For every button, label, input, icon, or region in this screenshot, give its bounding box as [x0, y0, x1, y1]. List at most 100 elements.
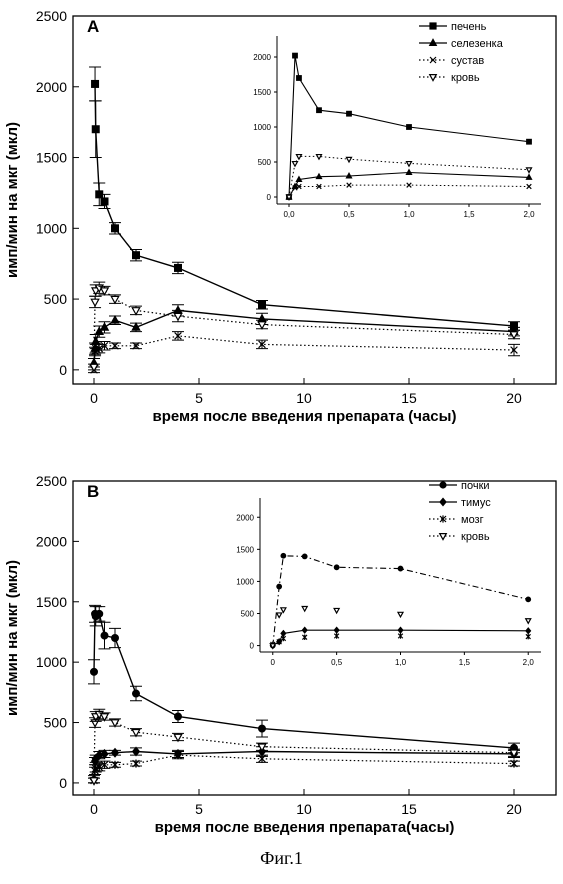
inset-data-point	[406, 162, 411, 167]
data-point	[92, 81, 99, 88]
inset-x-tick-label: 0,5	[331, 658, 343, 667]
legend-label: кровь	[451, 72, 480, 84]
series-line	[94, 614, 514, 748]
data-point	[175, 265, 182, 272]
data-point	[101, 714, 108, 721]
y-tick-label: 500	[44, 291, 68, 307]
data-point	[92, 337, 99, 344]
inset-y-tick-label: 0	[250, 642, 255, 651]
inset-x-tick-label: 1,5	[459, 658, 471, 667]
panel-label: A	[87, 17, 99, 36]
inset-y-tick-label: 2000	[236, 513, 254, 522]
inset-y-tick-label: 1500	[236, 545, 254, 554]
plot-frame	[73, 16, 556, 384]
x-tick-label: 0	[90, 801, 98, 817]
legend: почкитимусмозгкровь	[429, 480, 491, 543]
legend-label: кровь	[461, 531, 490, 543]
series	[88, 332, 520, 374]
inset-data-point	[334, 608, 339, 613]
legend: печеньселезенкасуставкровь	[419, 21, 504, 84]
inset-data-point	[281, 608, 286, 613]
inset-data-point	[277, 584, 282, 589]
data-point	[96, 610, 103, 617]
x-tick-label: 20	[506, 801, 522, 817]
legend-marker	[430, 23, 436, 29]
legend-marker	[440, 482, 446, 488]
data-point	[111, 296, 118, 303]
inset-data-point	[347, 111, 352, 116]
x-tick-label: 15	[401, 390, 417, 406]
series-line	[94, 310, 514, 362]
inset-series-line	[289, 185, 529, 197]
y-tick-label: 1000	[36, 654, 67, 670]
legend-marker	[430, 75, 437, 81]
inset-data-point	[526, 597, 531, 602]
inset-x-tick-label: 0,0	[283, 210, 295, 219]
y-tick-label: 0	[59, 362, 67, 378]
inset-chart: 050010001500200000,51,01,52,0	[236, 498, 541, 667]
inset-y-tick-label: 1000	[236, 577, 254, 586]
data-point	[91, 299, 98, 306]
legend-label: тимус	[461, 497, 491, 509]
inset-x-tick-label: 0,5	[343, 210, 355, 219]
series	[88, 747, 520, 784]
inset-x-tick-label: 1,0	[403, 210, 415, 219]
data-point	[101, 323, 108, 330]
series	[88, 709, 520, 784]
inset-y-tick-label: 1000	[253, 123, 271, 132]
data-point	[133, 760, 140, 768]
inset-data-point	[296, 177, 301, 182]
inset-x-tick-label: 1,5	[463, 210, 475, 219]
inset-data-point	[398, 633, 403, 639]
inset-y-tick-label: 500	[241, 610, 255, 619]
inset-data-point	[527, 139, 532, 144]
inset-data-point	[316, 174, 321, 179]
inset-data-point	[296, 155, 301, 160]
data-point	[132, 308, 139, 315]
x-tick-label: 15	[401, 801, 417, 817]
inset-data-point	[407, 183, 412, 188]
x-tick-label: 5	[195, 390, 203, 406]
data-point	[259, 725, 266, 732]
series-line	[94, 288, 514, 367]
y-tick-label: 2500	[36, 473, 67, 489]
series	[88, 751, 520, 785]
series-line	[95, 84, 514, 326]
inset-chart: 05001000150020000,00,51,01,52,0	[253, 36, 541, 219]
series-line	[94, 336, 514, 370]
inset-data-point	[281, 636, 286, 642]
inset-data-point	[281, 553, 286, 558]
inset-data-point	[302, 634, 307, 640]
inset-data-point	[398, 612, 403, 617]
inset-data-point	[526, 175, 531, 180]
x-tick-label: 20	[506, 390, 522, 406]
inset-y-tick-label: 1500	[253, 88, 271, 97]
data-point	[259, 301, 266, 308]
y-tick-label: 2500	[36, 8, 67, 24]
inset-data-point	[293, 53, 298, 58]
y-axis-label: имп/мин на мкг (мкл)	[4, 560, 21, 716]
series-line	[94, 714, 514, 780]
x-tick-label: 0	[90, 390, 98, 406]
legend-label: печень	[451, 21, 487, 33]
series	[89, 67, 520, 330]
figure-caption: Фиг.1	[0, 848, 563, 869]
series	[88, 305, 520, 367]
inset-data-point	[398, 566, 403, 571]
inset-data-point	[334, 627, 339, 633]
inset-data-point	[407, 125, 412, 130]
x-axis-label: время после введения препарата(часы)	[155, 819, 455, 836]
inset-data-point	[346, 173, 351, 178]
chart-panel-A: 0500100015002000250005101520время после …	[4, 8, 556, 425]
inset-series	[270, 633, 530, 647]
legend-label: селезенка	[451, 38, 504, 50]
series	[88, 282, 520, 371]
inset-data-point	[527, 184, 532, 189]
data-point	[112, 761, 119, 769]
data-point	[258, 322, 265, 329]
data-point	[101, 198, 108, 205]
y-tick-label: 2000	[36, 79, 67, 95]
inset-data-point	[302, 627, 307, 633]
inset-y-tick-label: 500	[258, 158, 272, 167]
